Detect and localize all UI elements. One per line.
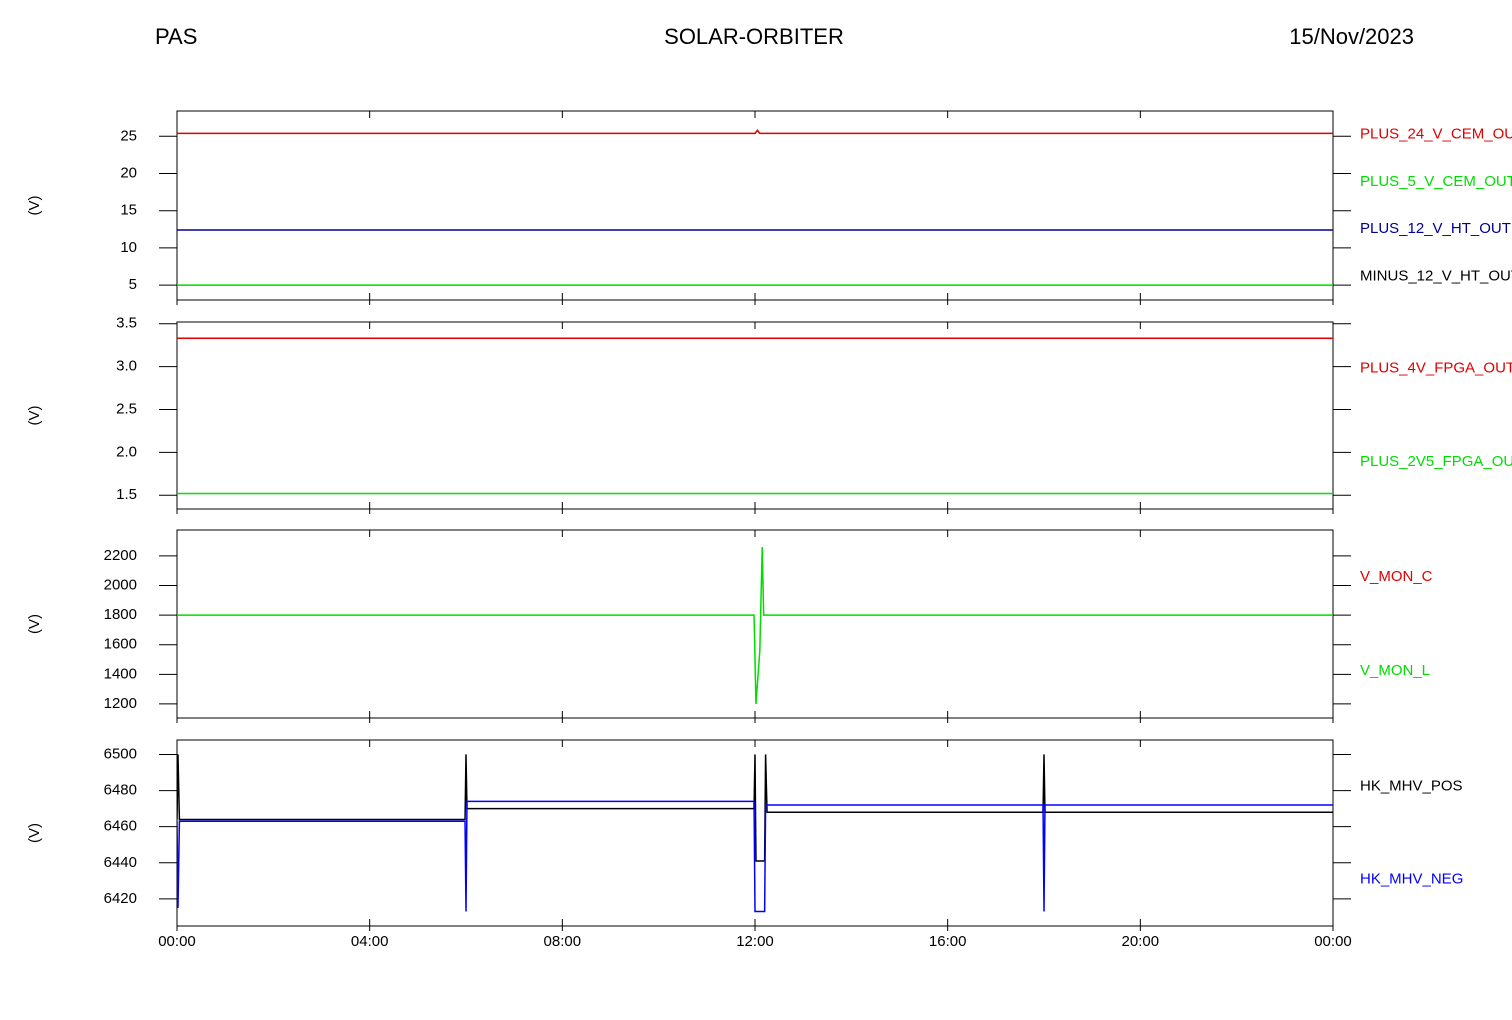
series-line	[177, 129, 1333, 135]
plot-frame	[176, 321, 1334, 510]
x-tick-label: 04:00	[351, 933, 389, 950]
legend-label: PLUS_12_V_HT_OUT	[1360, 220, 1511, 237]
y-tick-label: 1800	[104, 606, 137, 623]
y-tick-label: 6440	[104, 854, 137, 871]
legend-label: HK_MHV_NEG	[1360, 870, 1463, 887]
legend-label: MINUS_12_V_HT_OUT	[1360, 267, 1512, 284]
y-tick-label: 20	[120, 164, 137, 181]
legend-label: PLUS_24_V_CEM_OUT	[1360, 126, 1512, 143]
y-tick-label: 2200	[104, 547, 137, 564]
y-tick-label: 6420	[104, 890, 137, 907]
y-tick-label: 6460	[104, 818, 137, 835]
x-tick-label: 00:00	[1314, 933, 1352, 950]
y-tick-label: 1200	[104, 695, 137, 712]
header-date: 15/Nov/2023	[1289, 24, 1414, 49]
y-tick-label: 1400	[104, 665, 137, 682]
y-tick-label: 3.5	[116, 315, 137, 332]
x-tick-label: 16:00	[929, 933, 967, 950]
y-tick-label: 25	[120, 127, 137, 144]
legend-label: PLUS_5_V_CEM_OUT	[1360, 173, 1512, 190]
x-tick-label: 08:00	[544, 933, 582, 950]
y-tick-label: 15	[120, 202, 137, 219]
y-tick-label: 5	[129, 276, 137, 293]
y-axis-label: (V)	[26, 406, 43, 426]
y-tick-label: 10	[120, 239, 137, 256]
series-line	[177, 754, 1333, 862]
plot-frame	[176, 110, 1334, 301]
legend-label: PLUS_2V5_FPGA_OUT	[1360, 453, 1512, 470]
x-tick-label: 20:00	[1122, 933, 1160, 950]
x-tick-label: 00:00	[158, 933, 196, 950]
legend-label: V_MON_L	[1360, 662, 1430, 679]
y-tick-label: 2.5	[116, 400, 137, 417]
legend-label: PLUS_4V_FPGA_OUT	[1360, 360, 1512, 377]
y-tick-label: 1.5	[116, 486, 137, 503]
legend-label: HK_MHV_POS	[1360, 777, 1463, 794]
y-tick-label: 1600	[104, 636, 137, 653]
y-tick-label: 2.0	[116, 443, 137, 460]
legend-label: V_MON_C	[1360, 568, 1433, 585]
series-line	[177, 800, 1333, 913]
y-tick-label: 2000	[104, 576, 137, 593]
y-axis-label: (V)	[26, 614, 43, 634]
y-axis-label: (V)	[26, 823, 43, 843]
y-tick-label: 6500	[104, 745, 137, 762]
y-tick-label: 3.0	[116, 358, 137, 375]
y-tick-label: 6480	[104, 782, 137, 799]
x-tick-label: 12:00	[736, 933, 774, 950]
y-axis-label: (V)	[26, 196, 43, 216]
series-line	[177, 547, 1333, 704]
header-title: SOLAR-ORBITER	[664, 24, 844, 49]
header-left: PAS	[155, 24, 197, 49]
